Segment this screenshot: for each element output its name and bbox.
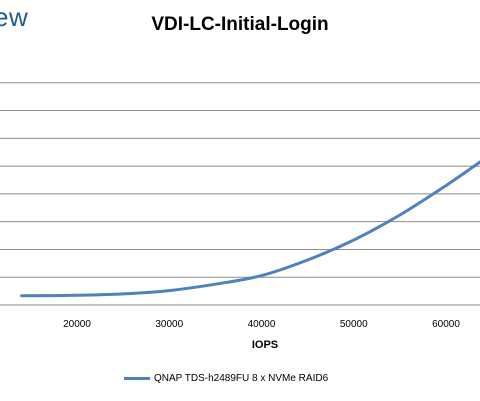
x-tick-label: 30000	[155, 319, 183, 330]
legend: QNAP TDS-h2489FU 8 x NVMe RAID6	[124, 373, 328, 384]
x-tick-label: 40000	[248, 319, 276, 330]
x-axis-label: IOPS	[251, 339, 279, 351]
chart-title: VDI-LC-Initial-Login	[151, 14, 329, 35]
series-line	[20, 160, 480, 298]
legend-label: QNAP TDS-h2489FU 8 x NVMe RAID6	[154, 373, 329, 384]
x-tick-label: 50000	[340, 319, 368, 330]
x-tick-label: 60000	[432, 319, 460, 330]
x-tick-label: 20000	[63, 319, 91, 330]
legend-swatch	[124, 377, 150, 380]
x-tick-labels: 100002000030000400005000060000	[63, 319, 460, 330]
series-lines	[20, 160, 480, 298]
gridlines	[0, 82, 480, 306]
brand-logo-text: ew	[0, 2, 29, 32]
